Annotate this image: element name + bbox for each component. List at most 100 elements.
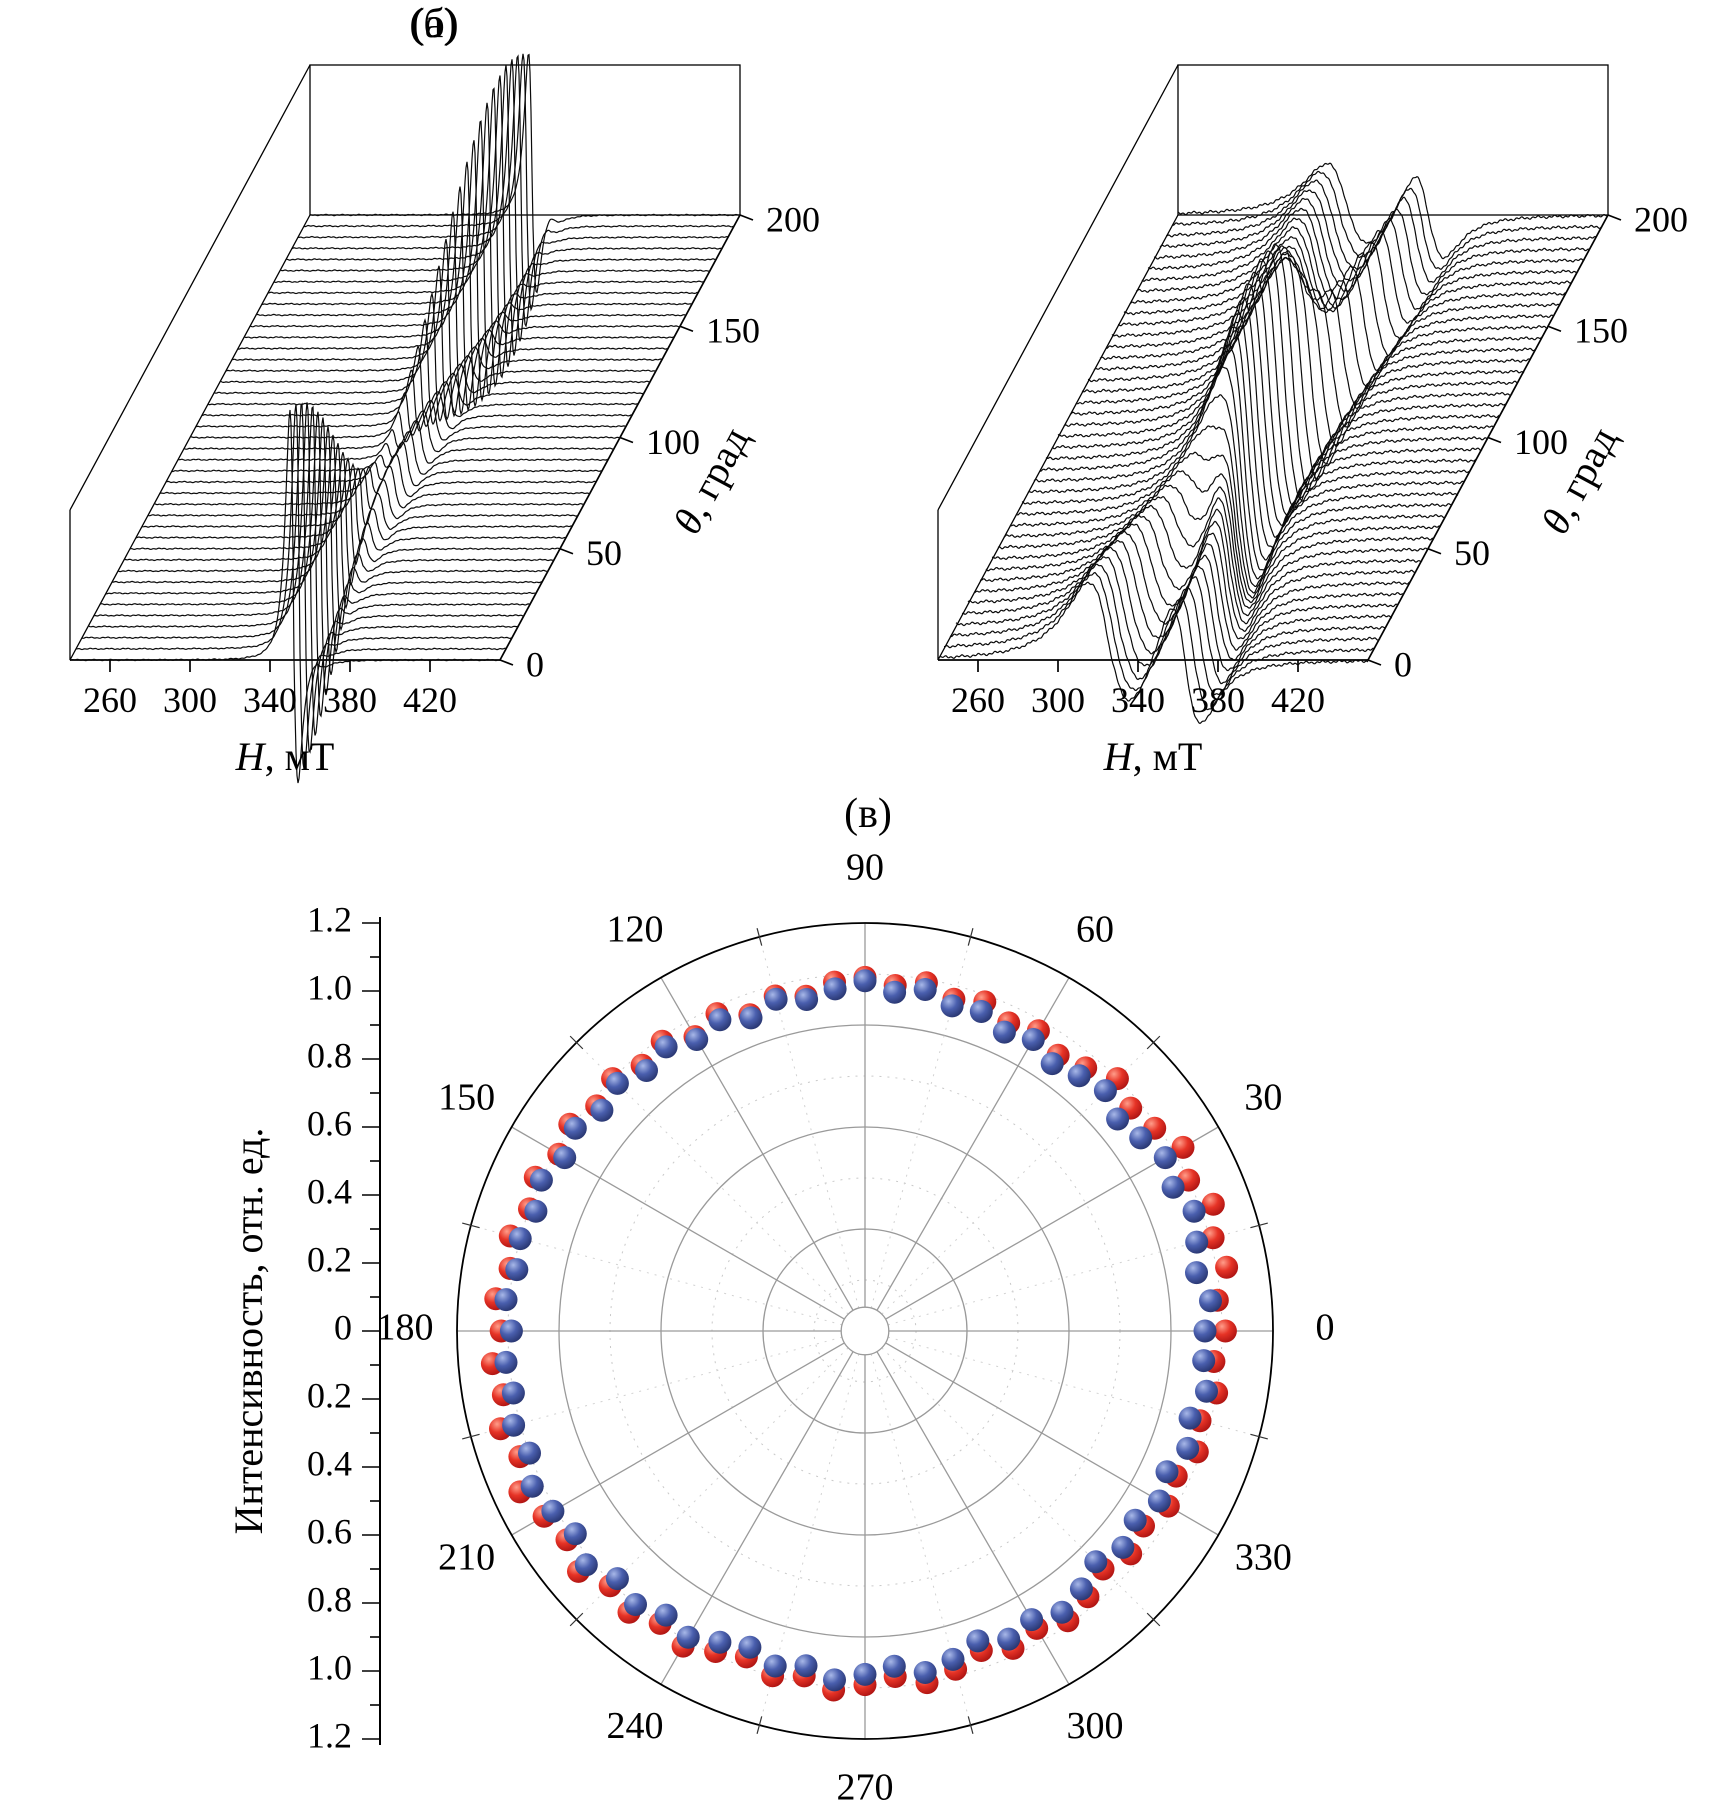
- data-point: [635, 1059, 658, 1082]
- angle-label: 120: [607, 908, 664, 950]
- spectrum-curve: [1069, 271, 1501, 519]
- radial-tick-label: 1.0: [307, 967, 352, 1007]
- spectrum-curve: [1111, 256, 1543, 428]
- angle-label: 270: [837, 1767, 894, 1803]
- data-point: [913, 1661, 937, 1684]
- x-tick-label: 420: [403, 680, 457, 720]
- spectrum-curve: [1075, 258, 1507, 509]
- data-point: [520, 1474, 544, 1498]
- spectrum-curve: [69, 409, 501, 784]
- angle-label: 30: [1244, 1077, 1282, 1119]
- spectrum-curve: [1021, 425, 1453, 594]
- spectrum-curve: [1141, 217, 1573, 340]
- spectrum-curve: [937, 581, 1369, 725]
- spectrum-curve: [291, 59, 723, 342]
- spectrum-curve: [87, 402, 519, 736]
- data-point: [502, 1413, 526, 1437]
- radial-tick-label: 0.4: [307, 1171, 352, 1211]
- spectrum-curve: [1135, 226, 1567, 357]
- spectrum-curve: [243, 186, 675, 412]
- radial-tick-label: 1.2: [307, 1715, 352, 1755]
- panel-v-title: (в): [844, 791, 892, 837]
- data-point: [883, 980, 907, 1004]
- data-point: [1153, 1146, 1177, 1170]
- spectrum-curve: [81, 402, 513, 754]
- depth-tick-label: 100: [646, 422, 700, 462]
- data-point: [654, 1035, 678, 1059]
- data-point: [1171, 1135, 1195, 1159]
- spectrum-curve: [1003, 484, 1435, 609]
- data-point: [518, 1441, 541, 1465]
- spectrum-curve: [1117, 252, 1549, 409]
- spectrum-curve: [1027, 394, 1459, 588]
- spectrum-curve: [117, 434, 549, 632]
- data-point: [1215, 1255, 1239, 1279]
- spectrum-curve: [135, 456, 567, 565]
- data-point: [969, 1000, 993, 1023]
- x-axis: 260 300 340 380 420 H, мТ: [951, 660, 1325, 779]
- data-points-red: [480, 965, 1239, 1702]
- x-tick-label: 420: [1271, 680, 1325, 720]
- data-point: [1161, 1175, 1185, 1199]
- x-tick-label: 300: [163, 680, 217, 720]
- data-point: [941, 1647, 965, 1671]
- angle-label: 60: [1076, 908, 1114, 950]
- data-point: [590, 1098, 614, 1122]
- depth-tick-label: 100: [1514, 422, 1568, 462]
- radial-tick-label: 1.2: [307, 899, 352, 939]
- data-point: [763, 1654, 787, 1678]
- polar-outer-circle: [456, 922, 1274, 1740]
- spectrum-curve: [1033, 366, 1465, 580]
- data-point: [1193, 1319, 1217, 1343]
- data-point: [1106, 1107, 1130, 1131]
- radial-tick-label: 0.6: [307, 1103, 352, 1143]
- spectrum-curve: [1063, 283, 1495, 527]
- data-point: [1201, 1192, 1225, 1216]
- data-point: [1185, 1230, 1209, 1254]
- spectrum-curve: [1129, 236, 1561, 372]
- spectrum-curve: [286, 64, 717, 356]
- x-tick-label: 260: [83, 680, 137, 720]
- data-point: [882, 1654, 906, 1678]
- depth-tick-label: 200: [766, 199, 820, 239]
- data-point: [739, 1006, 763, 1030]
- spectrum-curve: [1045, 326, 1477, 561]
- spectrum-curve: [1147, 207, 1579, 324]
- data-point: [1192, 1349, 1216, 1373]
- angle-label: 90: [846, 847, 884, 889]
- spectrum-curve: [261, 120, 693, 396]
- spectrum-curve: [1153, 197, 1585, 310]
- data-point: [1182, 1199, 1206, 1223]
- data-point: [541, 1499, 565, 1523]
- spectrum-curve: [997, 495, 1429, 617]
- data-point: [966, 1629, 990, 1653]
- spectrum-curve: [1093, 245, 1525, 482]
- x-tick-label: 380: [1191, 680, 1245, 720]
- x-tick-label: 340: [243, 680, 297, 720]
- data-point: [1199, 1289, 1222, 1313]
- spectrum-curve: [1057, 296, 1488, 539]
- data-point: [508, 1227, 532, 1251]
- spectrum-curve: [1087, 243, 1519, 492]
- data-point: [1129, 1126, 1153, 1150]
- data-point: [1067, 1064, 1091, 1088]
- spectrum-curve: [1015, 451, 1447, 599]
- spectrum-curve: [159, 465, 591, 509]
- radial-tick-label: 0: [334, 1307, 352, 1347]
- data-point: [501, 1381, 525, 1405]
- data-point: [1021, 1028, 1045, 1051]
- data-point: [605, 1567, 629, 1591]
- radial-tick-label: 0.6: [307, 1511, 352, 1551]
- depth-tick-label: 50: [1454, 533, 1490, 573]
- spectrum-curve: [1051, 309, 1483, 548]
- data-point: [676, 1625, 700, 1649]
- data-point: [1195, 1379, 1218, 1403]
- x-tick-label: 380: [323, 680, 377, 720]
- spectrum-curve: [147, 467, 579, 531]
- panel-b-title: (б): [409, 1, 459, 47]
- panel-a-title: (а): [410, 1, 458, 47]
- spectrum-curve: [268, 102, 699, 388]
- data-point: [1050, 1600, 1074, 1624]
